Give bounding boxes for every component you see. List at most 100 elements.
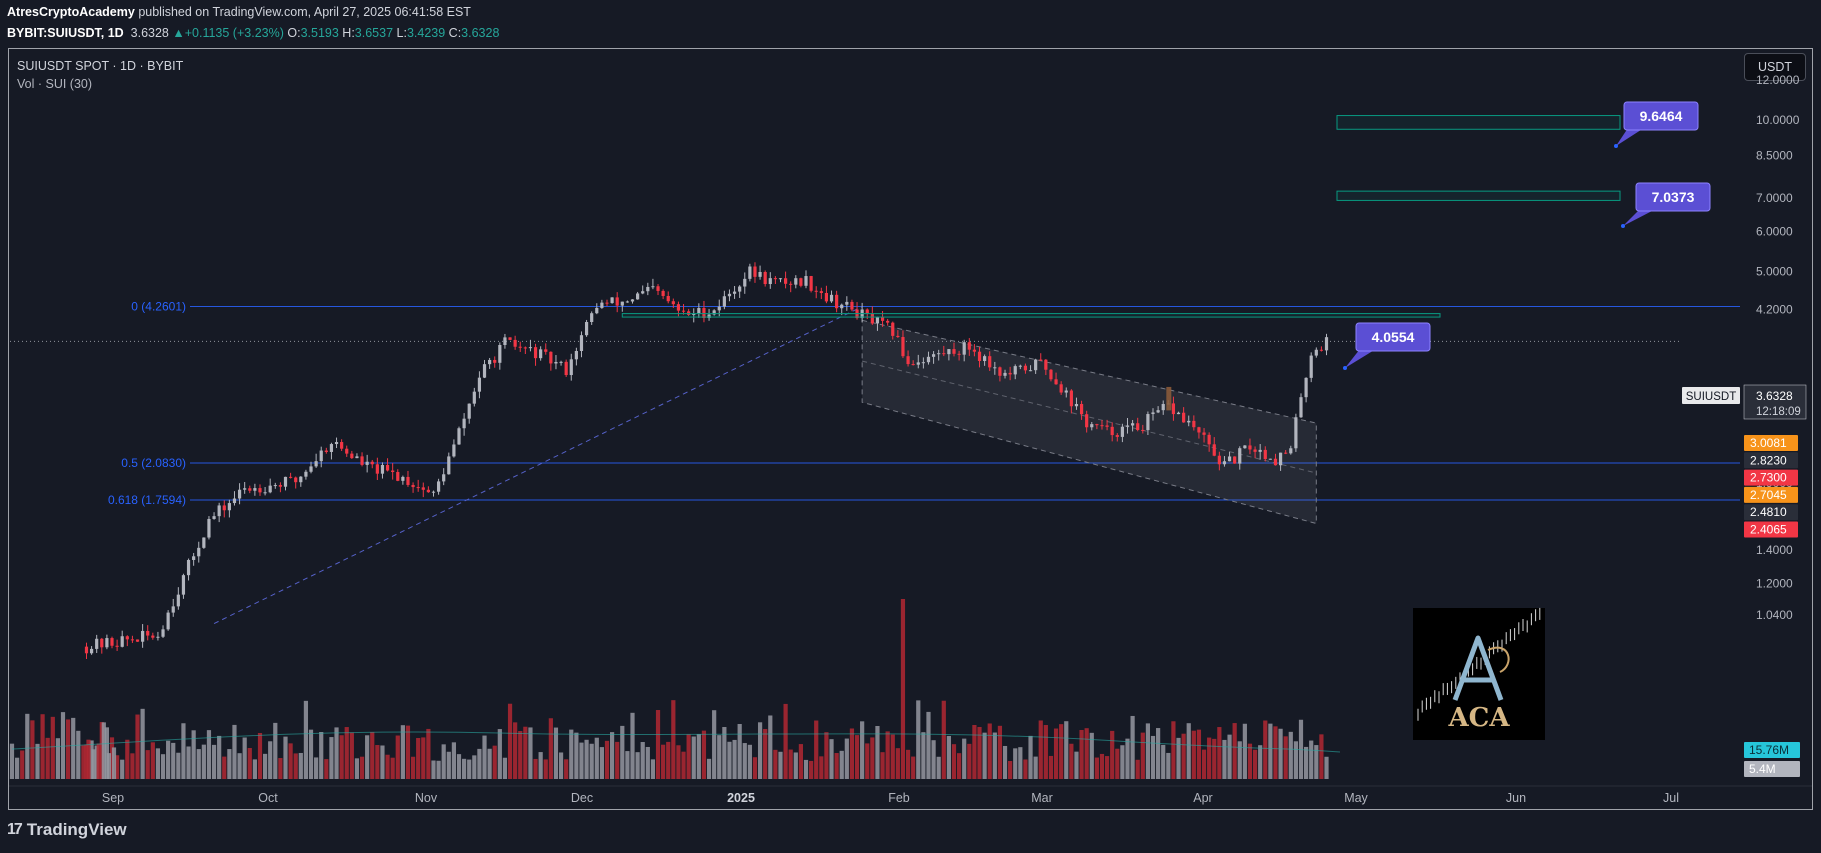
- volume-bar: [1135, 759, 1140, 779]
- candle-body: [717, 306, 721, 311]
- candle-body: [125, 636, 129, 640]
- volume-bar: [1140, 732, 1145, 779]
- candle-body: [661, 290, 665, 296]
- candle-body: [1238, 448, 1242, 464]
- volume-bar: [523, 726, 528, 779]
- volume-bar: [1008, 760, 1013, 779]
- volume-bar: [1314, 745, 1319, 779]
- volume-bar: [227, 749, 232, 779]
- candle-body: [595, 307, 599, 314]
- volume-bar: [956, 753, 962, 779]
- volume-bar: [1293, 741, 1298, 779]
- volume-bar: [1161, 744, 1166, 779]
- candle-body: [993, 367, 997, 369]
- volume-bar: [997, 725, 1003, 779]
- candle-body: [396, 472, 400, 481]
- aca-logo: ACA: [1413, 607, 1545, 740]
- candle-body: [886, 320, 890, 323]
- volume-bar: [456, 754, 462, 779]
- candle-body: [1253, 449, 1257, 452]
- volume-bar: [1268, 723, 1273, 779]
- volume-bar: [1145, 723, 1151, 779]
- candle-body: [1003, 372, 1007, 376]
- volume-group: [9, 599, 1329, 779]
- volume-legend: Vol · SUI (30): [17, 77, 93, 91]
- volume-bar: [584, 739, 589, 779]
- candle-body: [911, 364, 915, 366]
- tradingview-brand[interactable]: 17 TradingView: [7, 820, 127, 840]
- price-tick-label: 12.0000: [1756, 73, 1800, 87]
- candle-body: [840, 304, 844, 309]
- volume-bar: [1304, 746, 1309, 779]
- candle-body: [921, 362, 925, 364]
- time-axis-label: Nov: [415, 791, 438, 805]
- candle-body: [590, 313, 594, 323]
- candle-body: [983, 356, 987, 362]
- candle-body: [1202, 432, 1206, 435]
- symbol-tag: SUIUSDT: [1686, 391, 1736, 403]
- candles-group: [84, 262, 1329, 659]
- volume-bar: [71, 717, 76, 779]
- candle-body: [1243, 445, 1247, 449]
- axis-tag-bg: [1744, 435, 1798, 451]
- currency-button[interactable]: USDT: [1744, 53, 1806, 81]
- volume-bar: [701, 730, 707, 779]
- candle-body: [493, 359, 497, 363]
- volume-bar: [742, 743, 747, 779]
- candle-body: [988, 356, 992, 368]
- author-name[interactable]: AtresCryptoAcademy: [7, 5, 135, 19]
- candle-body: [365, 461, 369, 465]
- candle-body: [1069, 390, 1073, 407]
- volume-bar: [1099, 753, 1105, 779]
- candle-body: [947, 349, 951, 355]
- candle-body: [870, 313, 874, 324]
- candle-body: [1294, 417, 1298, 449]
- candle-body: [217, 505, 221, 517]
- volume-bar: [9, 743, 15, 779]
- volume-bar: [1263, 720, 1268, 779]
- candle-body: [1028, 370, 1033, 372]
- candle-body: [809, 276, 813, 291]
- volume-bar: [951, 744, 957, 779]
- volume-bar: [885, 731, 890, 779]
- volume-bar: [268, 741, 273, 779]
- candle-body: [778, 278, 783, 280]
- last-price: 3.6328: [130, 26, 169, 40]
- volume-bar: [354, 758, 360, 779]
- chart-frame[interactable]: SUIUSDT SPOT · 1D · BYBIT Vol · SUI (30): [8, 48, 1813, 810]
- candle-body: [1258, 449, 1262, 452]
- volume-bar: [40, 714, 45, 779]
- volume-bar: [390, 757, 395, 779]
- volume-bar: [441, 744, 446, 779]
- volume-bar: [278, 758, 283, 779]
- candle-body: [120, 636, 124, 647]
- volume-bar: [640, 742, 645, 779]
- volume-bar: [824, 732, 829, 779]
- candle-body: [289, 476, 293, 478]
- volume-bar: [150, 742, 155, 779]
- candle-body: [615, 297, 619, 306]
- pair-legend: SUIUSDT SPOT · 1D · BYBIT: [17, 59, 184, 73]
- candle-body: [931, 354, 936, 357]
- candle-body: [1268, 458, 1272, 460]
- price-tick-label: 7.0000: [1756, 191, 1793, 205]
- volume-bar: [492, 745, 497, 779]
- candle-body: [95, 638, 99, 649]
- volume-bar: [1064, 721, 1069, 779]
- candle-body: [1278, 452, 1283, 466]
- volume-bar: [247, 748, 252, 779]
- target-callout: [1355, 322, 1431, 352]
- volume-bar: [160, 754, 166, 779]
- fib-level-label: 0.618 (1.7594): [108, 493, 186, 507]
- target-value-label: 4.0554: [1372, 329, 1415, 345]
- candle-body: [1044, 359, 1048, 370]
- candle-body: [1207, 434, 1211, 445]
- candle-body: [370, 461, 374, 465]
- volume-bar: [1023, 759, 1028, 779]
- volume-bar: [1043, 725, 1048, 779]
- volume-bar: [931, 740, 936, 779]
- candle-body: [523, 347, 527, 349]
- volume-bar: [293, 753, 298, 779]
- candle-body: [141, 630, 145, 642]
